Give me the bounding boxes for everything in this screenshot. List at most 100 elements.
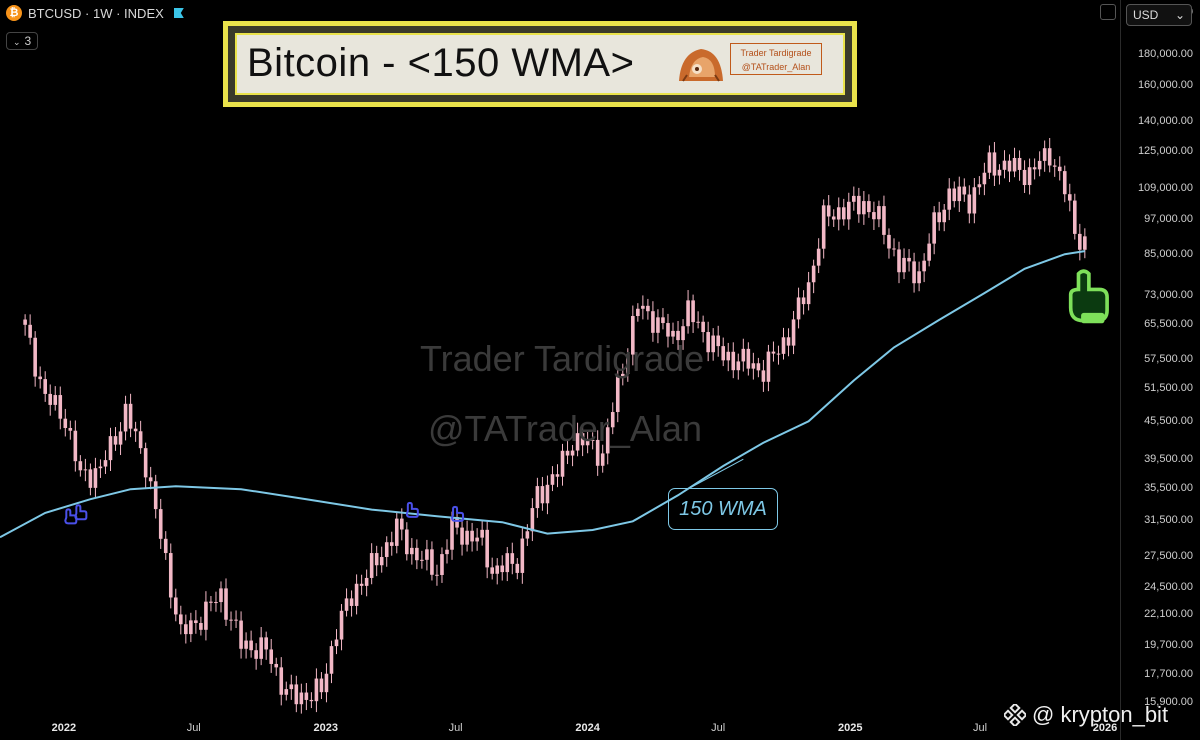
indicator-counter[interactable]: ⌄ 3 [6,32,39,50]
candle-body [731,351,736,371]
candle-body [972,187,977,214]
y-tick-label: 31,500.00 [1144,513,1193,526]
candle-body [204,601,208,630]
candle-body [103,460,108,467]
candle-body [615,376,620,413]
tardigrade-logo-icon [679,49,723,82]
candle-body [691,300,695,323]
candle-body [399,518,404,530]
candle-body [254,650,258,659]
price-chart[interactable] [0,0,1120,718]
candle-body [93,468,98,488]
candle-body [83,469,88,471]
credit-handle: @ krypton_bit [1032,702,1169,727]
candle-body [108,436,113,461]
candle-body [595,439,600,466]
candle-body [339,610,344,640]
candle-body [676,330,680,341]
candle-body [369,553,374,578]
candle-body [736,361,741,371]
candle-body [259,637,263,659]
candle-body [249,640,253,651]
candle-body [490,567,494,574]
y-tick-label: 15,900.00 [1144,696,1193,709]
candle-body [58,395,63,419]
candle-body [274,663,279,668]
candle-body [922,260,926,272]
flag-icon[interactable] [173,8,184,18]
candle-body [68,427,73,431]
candle-body [389,542,394,546]
candle-body [118,431,123,445]
candle-body [98,466,103,469]
candle-body [1022,169,1027,186]
candle-body [480,529,484,538]
candle-body [897,249,901,273]
price-axis[interactable]: 15,900.00 17,700.00 19,700.00 22,100.00 24,5… [1120,0,1200,740]
candle-body [631,316,635,355]
candle-body [887,234,891,249]
candle-body [279,667,284,695]
candle-body [425,549,429,560]
candle-body [570,450,575,456]
candle-body [475,537,479,542]
time-axis[interactable]: 2022 Jul 2023 Jul 2024 Jul 2025 Jul 2026 [0,718,1120,740]
brand-name: Trader Tardigrade [740,48,812,58]
candle-body [535,486,540,509]
candle-body [199,623,203,630]
candle-body [857,195,861,215]
candle-body [1032,167,1037,170]
candle-body [862,201,866,215]
candle-body [133,428,138,432]
y-tick-label: 19,700.00 [1144,639,1193,652]
y-tick-label: 160,000.00 [1137,79,1193,92]
candle-body [465,530,469,545]
symbol-header[interactable]: ₿ BTCUSD · 1W · INDEX [6,5,184,21]
candle-body [555,474,560,477]
candle-body [987,152,992,173]
y-tick-label: 73,000.00 [1144,288,1193,301]
candle-body [821,205,826,249]
x-tick-label: 2022 [51,722,77,734]
candle-body [148,477,153,482]
x-tick-label: Jul [973,722,988,734]
candle-body [88,469,93,488]
chevron-down-icon: ⌄ [1174,8,1185,22]
candle-body [23,319,27,325]
candle-body [992,152,997,176]
candle-body [113,436,118,445]
candle-body [560,450,565,477]
candle-body [314,678,319,702]
hand-pointing-icon [451,505,465,522]
currency-select[interactable]: USD ⌄ [1126,4,1192,26]
candle-body [510,553,515,564]
candle-body [445,549,449,555]
candle-body [435,574,439,576]
candle-body [902,257,906,273]
candle-body [962,186,967,195]
candle-body [515,563,520,573]
symbol-label: BTCUSD · 1W · INDEX [28,5,164,21]
candle-body [364,577,369,586]
more-icon[interactable] [1100,4,1116,20]
candle-body [947,188,952,210]
chart-title: Bitcoin - <150 WMA> [247,41,635,85]
candle-body [540,486,545,504]
candle-body [264,637,268,650]
candle-body [585,439,590,446]
candle-body [184,624,188,635]
candle-body [495,565,500,574]
highlight-hand [1068,269,1109,324]
candle-body [696,321,700,323]
candle-body [394,518,399,546]
candle-body [78,461,83,471]
candle-body [138,431,143,449]
candle-body [520,538,525,573]
candle-body [882,206,886,235]
candle-body [927,243,931,261]
candle-body [470,530,474,542]
candle-body [816,248,821,266]
candle-body [440,554,444,575]
x-tick-label: 2026 [1092,722,1118,734]
candle-body [781,337,786,354]
